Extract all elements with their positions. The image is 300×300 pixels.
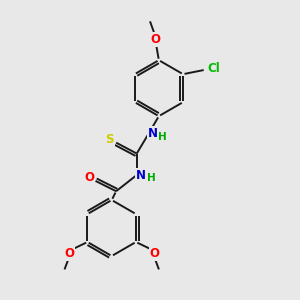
Text: O: O [149,247,160,260]
Text: Cl: Cl [207,62,220,75]
Text: N: N [148,127,158,140]
Text: H: H [146,173,155,183]
Text: N: N [136,169,146,182]
Text: O: O [64,247,74,260]
Text: O: O [150,33,160,46]
Text: O: O [84,172,94,184]
Text: S: S [105,133,114,146]
Text: H: H [158,132,167,142]
